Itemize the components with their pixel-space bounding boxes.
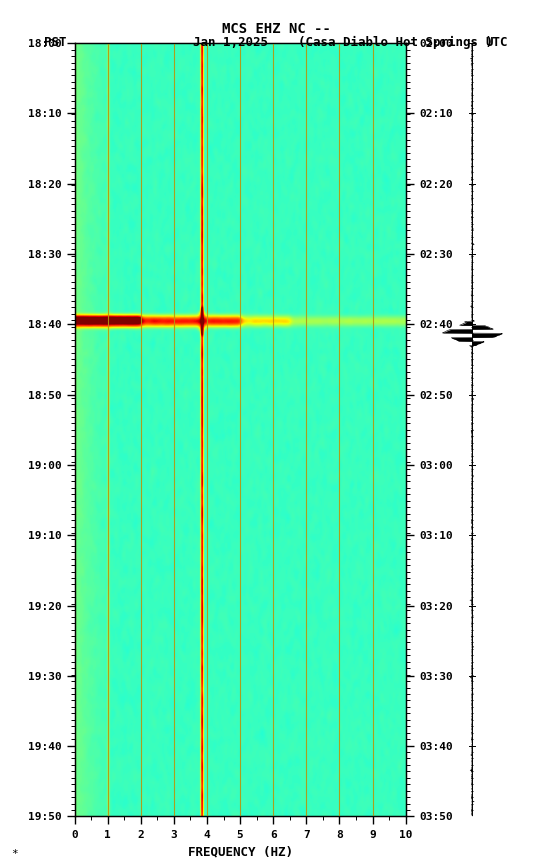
X-axis label: FREQUENCY (HZ): FREQUENCY (HZ): [188, 845, 293, 858]
Text: PST: PST: [44, 36, 67, 49]
Text: *: *: [11, 849, 18, 859]
Text: UTC: UTC: [486, 36, 508, 49]
Text: MCS EHZ NC --: MCS EHZ NC --: [221, 22, 331, 35]
Text: Jan 1,2025    (Casa Diablo Hot Springs ): Jan 1,2025 (Casa Diablo Hot Springs ): [193, 36, 493, 49]
